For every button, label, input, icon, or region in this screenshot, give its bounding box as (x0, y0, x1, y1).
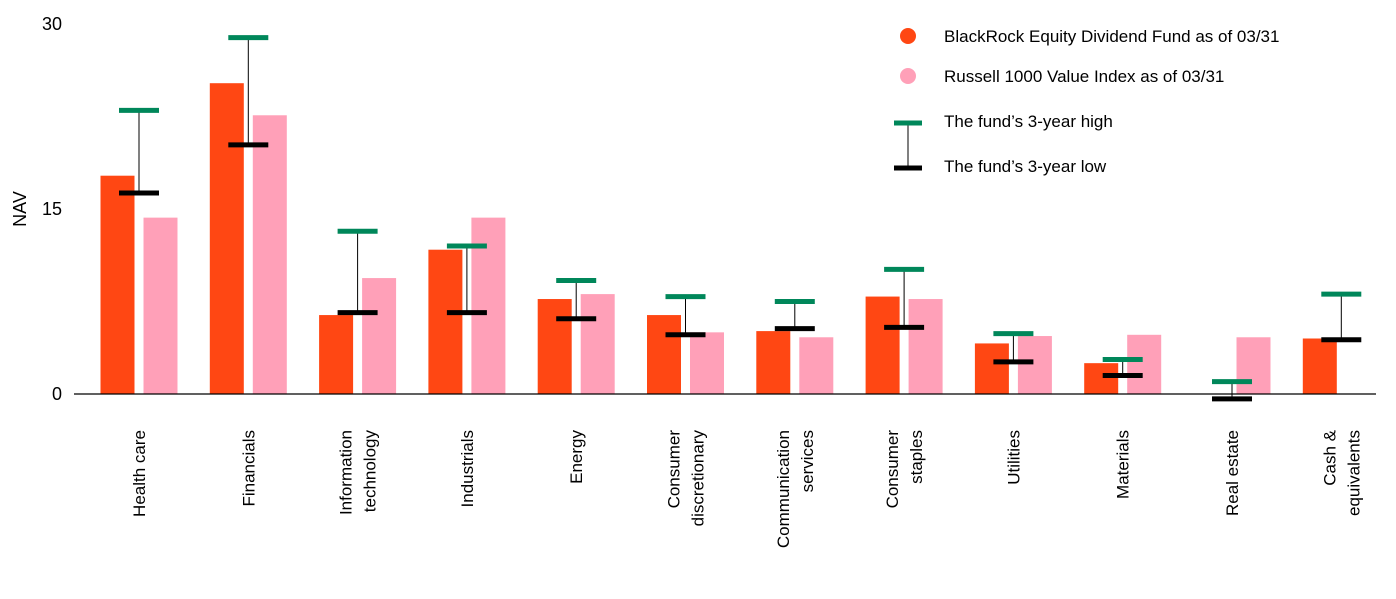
plot-area: 0 15 30 NAV Health care Financials Information… (10, 14, 1376, 548)
bar-fund (866, 297, 900, 394)
bar-fund (647, 315, 681, 394)
category-label: Financials (239, 430, 258, 507)
bar-fund (428, 250, 462, 394)
legend-label-fund: BlackRock Equity Dividend Fund as of 03/… (944, 27, 1279, 46)
legend: BlackRock Equity Dividend Fund as of 03/… (894, 27, 1279, 176)
y-axis-title: NAV (10, 191, 30, 227)
bar-index (253, 115, 287, 394)
category-label: technology (361, 430, 380, 513)
legend-marker-index (900, 68, 916, 84)
bar-fund (975, 343, 1009, 394)
bar-index (362, 278, 396, 394)
legend-label-high: The fund’s 3-year high (944, 112, 1113, 131)
bar-fund (101, 176, 135, 394)
category-label: Cash & (1320, 429, 1339, 485)
category-label: Energy (567, 430, 586, 484)
bar-fund (1303, 339, 1337, 395)
bar-index (1127, 335, 1161, 394)
category-label: discretionary (689, 430, 708, 527)
bar-fund (210, 83, 244, 394)
bar-index (581, 294, 615, 394)
bar-fund (1084, 363, 1118, 394)
bar-index (690, 332, 724, 394)
category-label: staples (907, 430, 926, 484)
category-label: services (798, 430, 817, 492)
legend-marker-fund (900, 28, 916, 44)
bar-index (144, 218, 178, 394)
bar-fund (319, 315, 353, 394)
y-tick-label: 30 (42, 14, 62, 34)
y-tick-label: 15 (42, 199, 62, 219)
category-label: Communication (774, 430, 793, 548)
bar-fund (538, 299, 572, 394)
bar-index (1237, 337, 1271, 394)
category-label: Utilities (1004, 430, 1023, 485)
category-label: Consumer (665, 430, 684, 509)
bar-index (1018, 336, 1052, 394)
category-label: Real estate (1223, 430, 1242, 516)
legend-label-index: Russell 1000 Value Index as of 03/31 (944, 67, 1224, 86)
legend-label-low: The fund’s 3-year low (944, 157, 1107, 176)
category-label: equivalents (1344, 430, 1363, 516)
category-label: Health care (130, 430, 149, 517)
y-tick-label: 0 (52, 384, 62, 404)
bar-fund (756, 331, 790, 394)
category-label: Consumer (883, 430, 902, 509)
category-label: Industrials (458, 430, 477, 507)
bar-index (799, 337, 833, 394)
category-label: Materials (1114, 430, 1133, 499)
category-label: Information (337, 430, 356, 515)
bar-index (909, 299, 943, 394)
